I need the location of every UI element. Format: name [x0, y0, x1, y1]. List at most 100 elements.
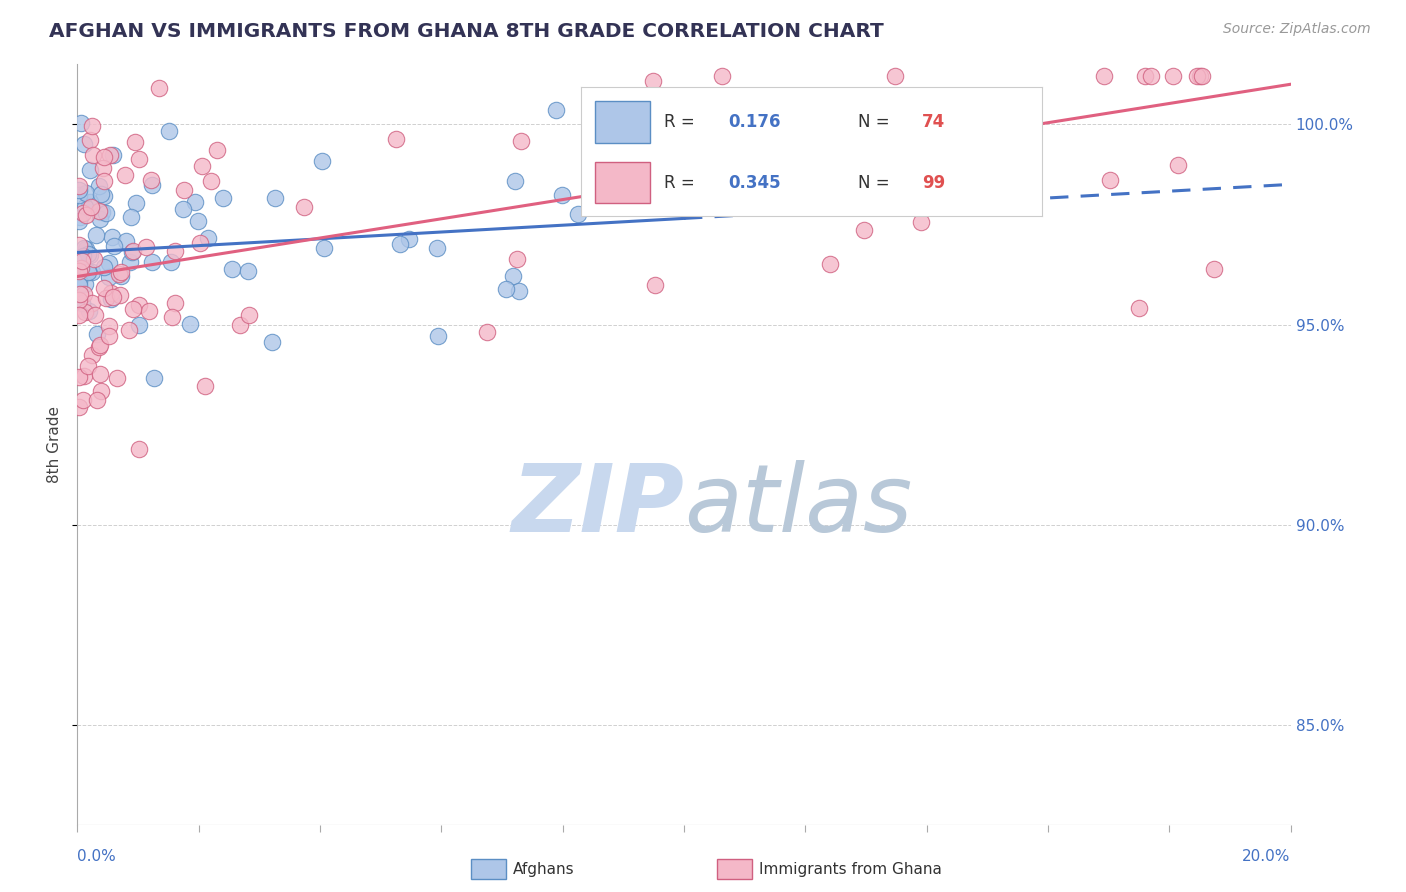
Point	[90, 384, 112, 398]
Text: ZIP: ZIP	[512, 459, 685, 551]
Point	[311, 154, 333, 169]
Point	[641, 74, 664, 88]
Point	[148, 80, 170, 95]
Point	[75, 186, 97, 200]
Point	[122, 244, 145, 258]
Point	[72, 241, 94, 255]
Point	[128, 298, 150, 312]
Point	[94, 291, 117, 305]
Point	[72, 206, 94, 220]
Point	[69, 210, 91, 224]
Point	[67, 213, 90, 227]
Point	[238, 264, 260, 278]
Point	[108, 268, 131, 282]
Point	[1202, 261, 1225, 276]
Point	[128, 442, 150, 456]
Point	[1185, 69, 1208, 83]
Point	[91, 161, 114, 175]
Point	[110, 265, 132, 279]
Point	[120, 255, 142, 269]
Point	[1128, 301, 1150, 315]
Point	[120, 211, 142, 225]
Point	[100, 292, 122, 306]
Point	[110, 269, 132, 284]
Point	[69, 286, 91, 301]
Point	[77, 359, 100, 373]
Point	[75, 265, 97, 279]
Point	[97, 269, 120, 284]
Point	[67, 293, 90, 308]
Point	[67, 308, 90, 322]
Point	[67, 274, 90, 288]
Point	[834, 113, 856, 128]
Point	[79, 194, 101, 209]
Point	[67, 182, 90, 196]
Point	[682, 90, 704, 104]
Point	[77, 199, 100, 213]
Text: 0.0%: 0.0%	[77, 849, 117, 864]
Point	[87, 341, 110, 355]
Point	[90, 187, 112, 202]
Point	[80, 265, 103, 279]
Point	[67, 264, 90, 278]
Point	[508, 284, 530, 298]
Point	[86, 392, 108, 407]
Point	[165, 296, 187, 310]
Point	[475, 325, 498, 339]
Point	[100, 286, 122, 301]
Point	[97, 329, 120, 343]
Point	[93, 189, 115, 203]
Point	[72, 254, 94, 268]
Point	[910, 215, 932, 229]
Point	[121, 244, 143, 259]
Point	[86, 326, 108, 341]
Point	[262, 334, 284, 349]
Point	[72, 287, 94, 301]
Point	[93, 173, 115, 187]
Point	[551, 188, 574, 202]
Point	[94, 205, 117, 219]
Point	[600, 170, 623, 185]
Point	[163, 244, 186, 259]
Point	[75, 208, 97, 222]
Point	[141, 173, 163, 187]
Point	[67, 188, 90, 202]
Point	[1135, 69, 1157, 83]
Point	[160, 310, 183, 324]
Point	[807, 133, 830, 147]
Point	[103, 290, 125, 304]
Point	[82, 120, 104, 134]
Point	[128, 318, 150, 333]
Point	[90, 204, 112, 219]
Point	[67, 369, 90, 384]
Point	[98, 148, 121, 162]
Point	[183, 194, 205, 209]
Point	[644, 277, 666, 292]
Point	[221, 262, 243, 277]
Point	[77, 304, 100, 318]
Point	[292, 200, 315, 214]
Point	[103, 239, 125, 253]
Point	[426, 241, 449, 255]
Point	[73, 136, 96, 151]
Point	[1167, 158, 1189, 172]
Point	[67, 278, 90, 293]
Point	[110, 288, 132, 302]
Point	[1161, 69, 1184, 83]
Point	[128, 153, 150, 167]
Point	[125, 196, 148, 211]
Point	[70, 296, 93, 310]
Point	[82, 148, 104, 162]
Point	[228, 318, 250, 332]
Point	[118, 323, 141, 337]
Point	[93, 150, 115, 164]
Point	[427, 329, 450, 343]
Point	[1094, 70, 1116, 84]
Point	[80, 200, 103, 214]
Point	[67, 238, 90, 252]
Point	[661, 128, 683, 142]
Point	[141, 254, 163, 268]
Point	[103, 148, 125, 162]
Point	[889, 101, 911, 115]
Point	[1188, 69, 1211, 83]
